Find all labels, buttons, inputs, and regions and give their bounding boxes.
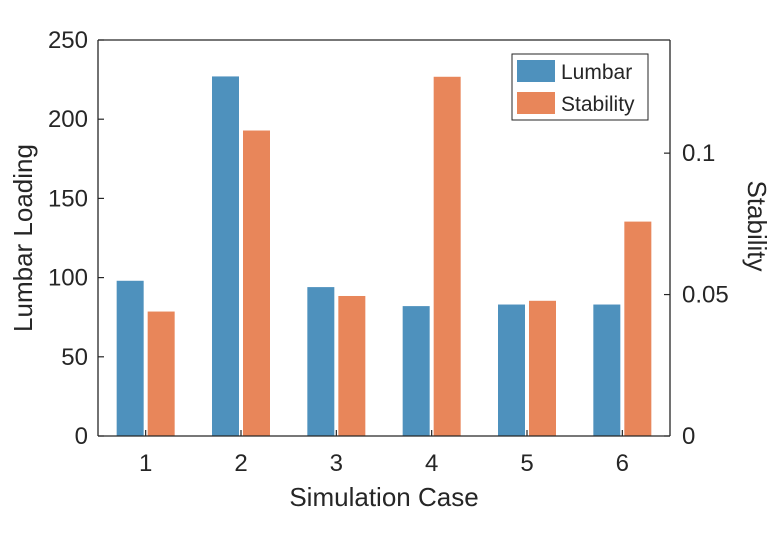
x-tick-label: 1 [139,450,152,477]
legend-label-lumbar: Lumbar [561,61,632,84]
bar-stability-4 [433,76,461,437]
ticks-group: 0 50 100 150 200 250 0 0.05 0.1 1 2 3 4 5 6 [48,27,729,477]
legend-swatch-lumbar [517,60,555,82]
x-tick-label: 6 [616,450,629,477]
y-axis-title: Lumbar Loading [8,144,38,332]
y-tick-label: 50 [61,344,88,371]
y-tick-label: 0 [75,423,88,450]
x-axis-title: Simulation Case [289,482,478,512]
bar-lumbar-4 [402,306,430,436]
bars-group [116,76,652,437]
bar-lumbar-2 [212,76,239,436]
legend-label-stability: Stability [561,93,635,116]
bar-lumbar-1 [116,280,144,436]
bar-stability-6 [624,221,652,436]
x-tick-label: 3 [330,450,343,477]
y2-tick-label: 0 [682,423,695,450]
x-tick-label: 5 [520,450,533,477]
bar-lumbar-5 [498,304,525,436]
axes-group [97,39,671,437]
legend-swatch-stability [517,92,555,114]
bar-lumbar-3 [307,287,335,436]
y2-tick-label: 0.05 [682,282,729,309]
y-tick-label: 250 [48,27,88,54]
y2-tick-label: 0.1 [682,140,715,167]
legend: Lumbar Stability [511,53,649,121]
y-tick-label: 150 [48,185,88,212]
y2-axis-title: Stability [742,180,772,271]
y-tick-label: 200 [48,106,88,133]
x-tick-label: 4 [425,450,438,477]
bar-stability-3 [338,295,366,436]
x-tick-label: 2 [234,450,247,477]
bar-lumbar-6 [593,304,621,436]
bar-stability-5 [529,300,556,436]
bar-stability-1 [147,311,175,436]
y-tick-label: 100 [48,265,88,292]
bar-stability-2 [243,130,270,436]
